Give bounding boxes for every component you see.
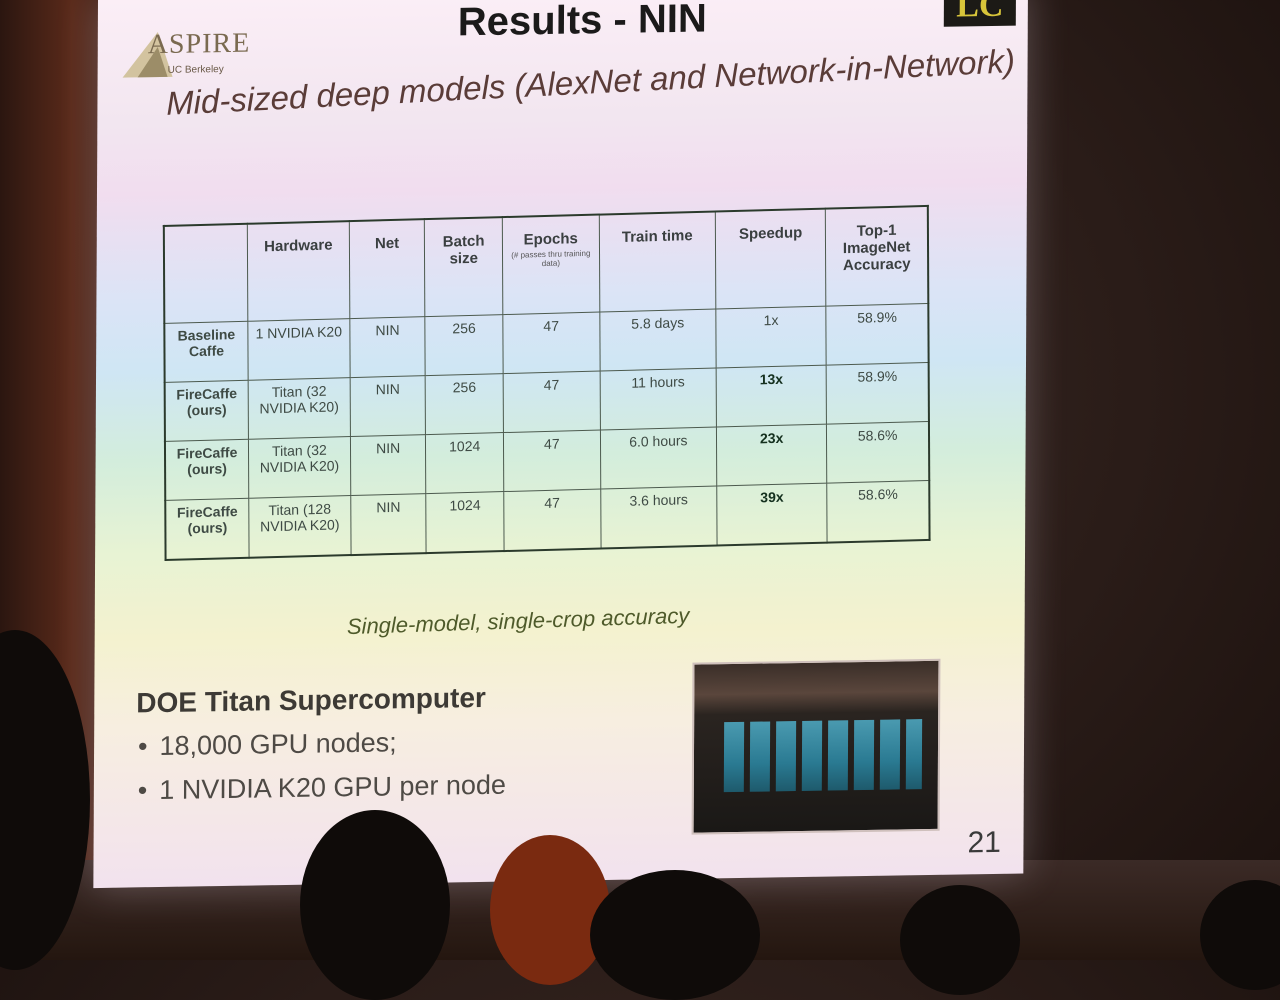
table-cell-label: FireCaffe (ours) — [164, 439, 249, 501]
server-rack — [905, 719, 923, 790]
audience-silhouette — [900, 885, 1020, 995]
table-header — [163, 223, 248, 324]
audience-silhouette — [590, 870, 760, 1000]
table-cell-label: Baseline Caffe — [164, 321, 249, 383]
table-cell-speedup: 1x — [715, 306, 827, 368]
slide-title: Results - NIN — [457, 0, 707, 45]
table-cell-epochs: 47 — [502, 312, 600, 374]
server-rack — [879, 719, 901, 790]
table-cell-hardware: Titan (32 NVIDIA K20) — [248, 377, 351, 440]
bullet-text: 1 NVIDIA K20 GPU per node — [159, 769, 507, 806]
table-cell-hardware: Titan (32 NVIDIA K20) — [248, 436, 351, 499]
aspire-logo: ASPIRE UC Berkeley — [118, 22, 250, 84]
audience-silhouette — [300, 810, 450, 1000]
table-cell-batch: 1024 — [425, 432, 504, 494]
table-cell-net: NIN — [349, 316, 426, 378]
table-cell-hardware: 1 NVIDIA K20 — [247, 318, 350, 381]
bullet-item: • 18,000 GPU nodes; — [138, 727, 397, 762]
table-caption: Single-model, single-crop accuracy — [346, 602, 690, 640]
titan-supercomputer-photo — [691, 658, 941, 835]
results-table: Hardware Net Batch size Epochs (# passes… — [162, 204, 931, 561]
table-cell-hardware: Titan (128 NVIDIA K20) — [248, 495, 351, 558]
table-cell-accuracy: 58.9% — [826, 362, 929, 425]
table-cell-speedup: 13x — [716, 365, 827, 427]
table-cell-accuracy: 58.6% — [827, 480, 930, 543]
table-cell-accuracy: 58.9% — [826, 303, 929, 366]
table-cell-epochs: 47 — [503, 371, 601, 433]
table-cell-time: 6.0 hours — [600, 426, 717, 490]
table-header-note: (# passes thru training data) — [511, 248, 591, 269]
table-cell-speedup: 23x — [716, 424, 828, 486]
table-cell-label: FireCaffe (ours) — [164, 380, 249, 442]
aspire-logo-icon — [122, 32, 173, 78]
server-rack — [801, 720, 823, 791]
table-cell-accuracy: 58.6% — [826, 421, 930, 484]
table-cell-time: 5.8 days — [599, 309, 717, 372]
table-header: Speedup — [715, 208, 827, 310]
aspire-logo-word: ASPIRE — [147, 27, 251, 61]
page-number: 21 — [967, 825, 1001, 860]
table-cell-label: FireCaffe (ours) — [165, 498, 250, 560]
bullet-text: 18,000 GPU nodes; — [159, 727, 397, 762]
audience-silhouette — [490, 835, 610, 985]
table-cell-batch: 256 — [425, 314, 504, 376]
server-rack — [723, 721, 745, 793]
server-rack — [827, 720, 849, 791]
lc-logo: LC — [943, 0, 1016, 27]
table-cell-net: NIN — [350, 493, 427, 556]
table-cell-net: NIN — [350, 434, 427, 496]
table-cell-batch: 1024 — [426, 491, 505, 554]
server-rack — [775, 721, 797, 792]
bullet-dot-icon: • — [138, 731, 148, 762]
server-rack — [853, 719, 875, 791]
table-header: Batch size — [424, 217, 503, 317]
table-header: Top-1 ImageNet Accuracy — [825, 205, 929, 307]
table-cell-batch: 256 — [425, 373, 504, 435]
table-cell-time: 3.6 hours — [600, 485, 718, 549]
doe-heading: DOE Titan Supercomputer — [136, 681, 486, 719]
table-header: Net — [349, 219, 426, 319]
slide-subtitle: Mid-sized deep models (AlexNet and Netwo… — [165, 41, 1016, 122]
table-header: Hardware — [247, 221, 350, 322]
table-cell-epochs: 47 — [503, 430, 601, 492]
table-cell-time: 11 hours — [599, 367, 717, 431]
table-cell-speedup: 39x — [716, 483, 828, 546]
table-cell-epochs: 47 — [503, 489, 601, 552]
bullet-item: • 1 NVIDIA K20 GPU per node — [138, 770, 506, 807]
table-header: Train time — [598, 211, 716, 313]
table-header-epochs: Epochs (# passes thru training data) — [502, 214, 600, 315]
table-header: Epochs — [523, 230, 578, 249]
bullet-dot-icon: • — [137, 775, 148, 806]
server-rack — [749, 721, 771, 792]
aspire-logo-sub: UC Berkeley — [167, 64, 224, 76]
projected-slide: ASPIRE UC Berkeley Results - NIN LC Mid-… — [93, 0, 1028, 889]
table-cell-net: NIN — [349, 375, 426, 437]
